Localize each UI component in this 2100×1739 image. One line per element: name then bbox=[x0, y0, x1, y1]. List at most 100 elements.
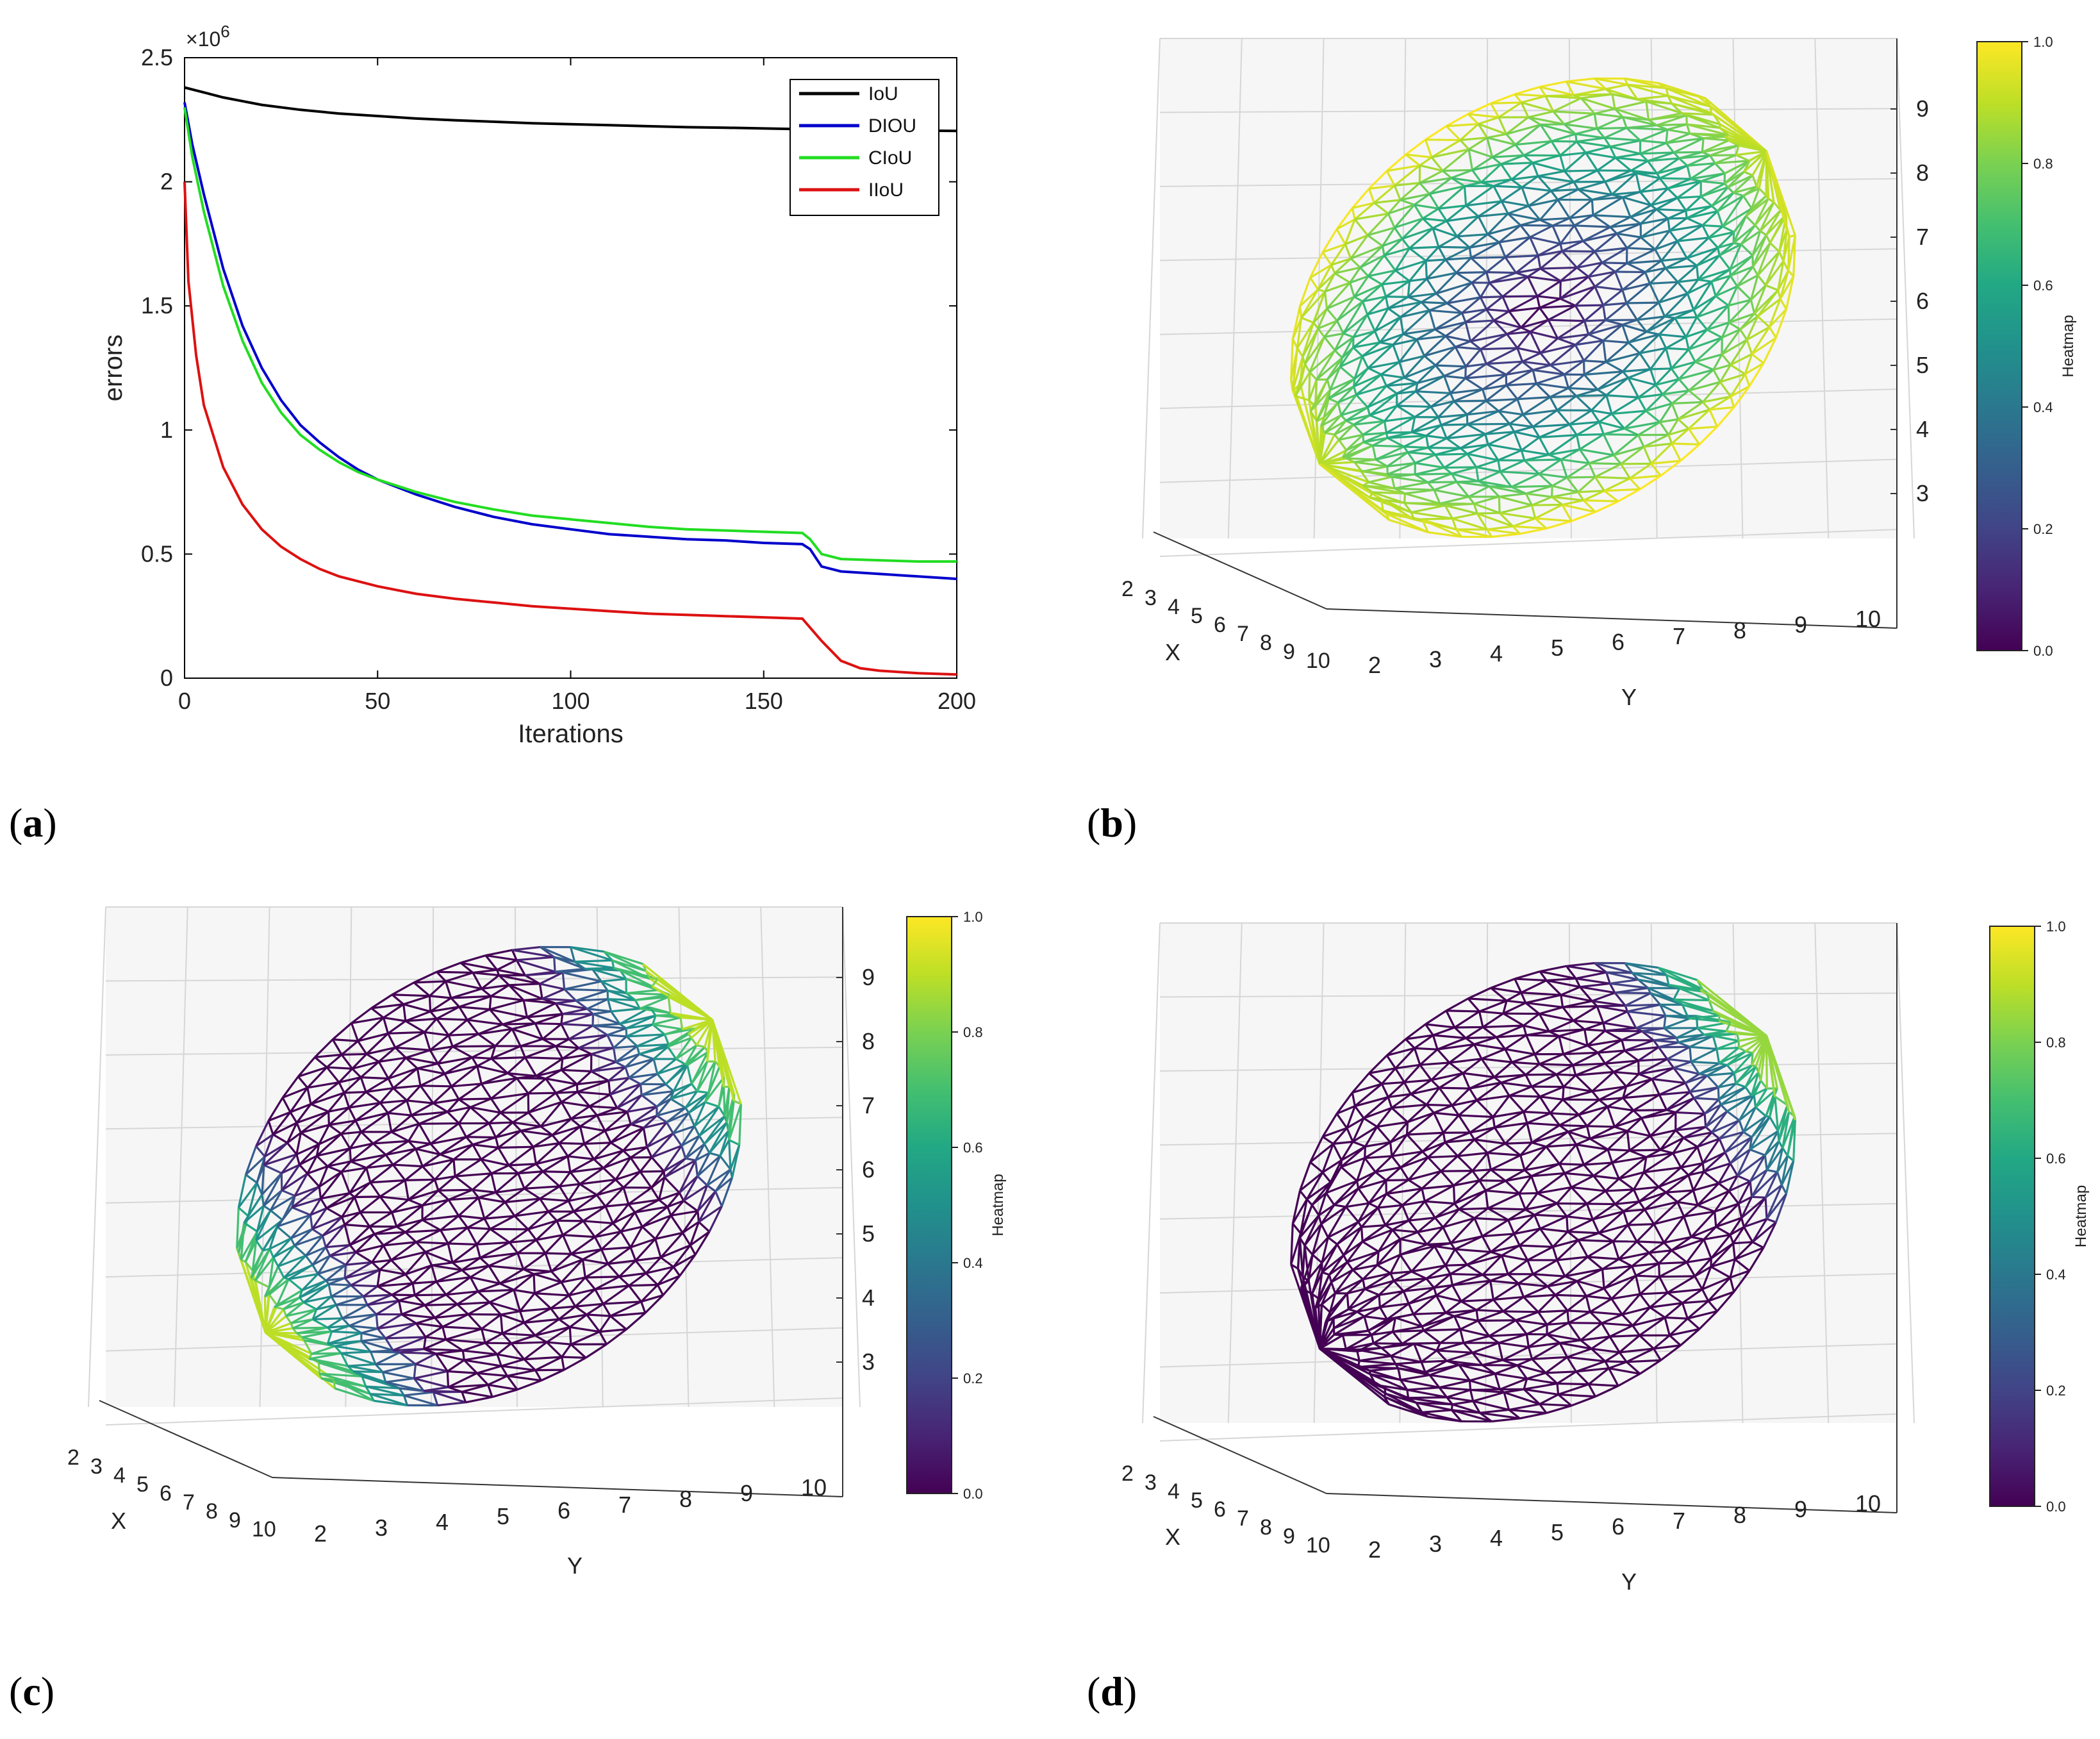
mesh-edge bbox=[1538, 1013, 1550, 1032]
mesh-edge bbox=[395, 1046, 431, 1051]
mesh-edge bbox=[436, 961, 461, 973]
mesh-edge bbox=[1689, 426, 1717, 430]
mesh-edge bbox=[1622, 370, 1630, 379]
mesh-edge bbox=[1366, 314, 1376, 332]
mesh-edge bbox=[1318, 1204, 1335, 1217]
mesh-edge bbox=[1572, 1051, 1599, 1067]
legend-label-iiou: IIoU bbox=[868, 179, 904, 201]
mesh-edge bbox=[1368, 188, 1375, 204]
mesh-edge bbox=[1343, 1226, 1362, 1256]
mesh-edge bbox=[244, 1240, 258, 1263]
mesh-edge bbox=[1366, 385, 1387, 408]
mesh-edge bbox=[324, 1247, 331, 1256]
mesh-edge bbox=[1519, 1411, 1547, 1420]
mesh-edge bbox=[1367, 254, 1385, 277]
mesh-edge bbox=[1584, 319, 1606, 322]
mesh-edge bbox=[1665, 257, 1688, 269]
mesh-edge bbox=[1476, 513, 1488, 530]
mesh-edge bbox=[1559, 1163, 1584, 1166]
mesh-edge bbox=[1319, 461, 1355, 465]
mesh-edge bbox=[1551, 495, 1584, 502]
mesh-edge bbox=[290, 1103, 311, 1113]
mesh-edge bbox=[640, 1072, 658, 1085]
mesh-edge bbox=[556, 1045, 579, 1049]
mesh-edge bbox=[597, 1111, 627, 1117]
mesh-edge bbox=[1361, 1224, 1385, 1228]
mesh-edge bbox=[625, 978, 658, 992]
mesh-edge bbox=[1325, 281, 1351, 293]
mesh-edge bbox=[1655, 197, 1678, 210]
mesh-edge bbox=[422, 1158, 454, 1168]
z-tick-label: 3 bbox=[862, 1349, 875, 1375]
mesh-edge bbox=[447, 1106, 471, 1113]
y-tick-label: 0.5 bbox=[141, 540, 173, 567]
mesh-edge bbox=[1557, 1394, 1573, 1407]
mesh-edge bbox=[1592, 214, 1611, 228]
mesh-edge bbox=[1779, 298, 1787, 310]
mesh-edge bbox=[1649, 369, 1657, 386]
mesh-edge bbox=[1555, 1064, 1574, 1076]
mesh-edge bbox=[1539, 1402, 1572, 1407]
mesh-edge bbox=[1353, 414, 1371, 426]
mesh-edge bbox=[1519, 224, 1531, 238]
mesh-edge bbox=[1610, 1298, 1623, 1315]
mesh-edge bbox=[672, 1266, 681, 1277]
mesh-edge bbox=[416, 1322, 443, 1328]
mesh-edge bbox=[719, 1139, 731, 1157]
mesh-edge bbox=[1300, 290, 1326, 319]
mesh-edge bbox=[1719, 381, 1732, 397]
mesh-edge bbox=[429, 1045, 453, 1051]
mesh-edge bbox=[368, 1211, 393, 1227]
mesh-edge bbox=[1523, 1024, 1550, 1033]
mesh-edge bbox=[283, 1254, 307, 1279]
mesh-edge bbox=[236, 1207, 240, 1249]
mesh-edge bbox=[1682, 1288, 1703, 1304]
mesh-edge bbox=[1629, 463, 1652, 479]
y-tick-label: 10 bbox=[1855, 606, 1881, 632]
mesh-edge bbox=[415, 1148, 424, 1167]
mesh-edge bbox=[1650, 187, 1669, 206]
mesh-edge bbox=[1717, 192, 1735, 212]
mesh-edge bbox=[725, 1086, 731, 1123]
mesh-edge bbox=[1368, 476, 1393, 483]
mesh-edge bbox=[1409, 227, 1434, 249]
mesh-edge bbox=[1459, 123, 1479, 141]
mesh-edge bbox=[1521, 352, 1541, 363]
mesh-edge bbox=[1660, 177, 1691, 180]
mesh-edge bbox=[1362, 283, 1383, 303]
mesh-edge bbox=[1671, 403, 1680, 420]
mesh-edge bbox=[397, 1300, 403, 1315]
mesh-edge bbox=[1404, 502, 1446, 507]
mesh-edge bbox=[1539, 297, 1561, 309]
mesh-edge bbox=[1357, 1347, 1382, 1351]
mesh-edge bbox=[411, 1283, 416, 1295]
mesh-edge bbox=[1429, 309, 1462, 314]
mesh-edge bbox=[1416, 338, 1426, 356]
mesh-edge bbox=[1550, 344, 1576, 366]
mesh-edge bbox=[435, 1352, 465, 1361]
mesh-edge bbox=[1386, 1047, 1415, 1057]
mesh-edge bbox=[1498, 242, 1507, 258]
mesh-edge bbox=[639, 995, 669, 1010]
mesh-edge bbox=[1627, 83, 1669, 97]
mesh-edge bbox=[1576, 1280, 1605, 1290]
mesh-edge bbox=[1630, 474, 1661, 479]
mesh-edge bbox=[1403, 328, 1435, 335]
mesh-edge bbox=[1544, 1372, 1558, 1385]
mesh-edge bbox=[1556, 410, 1571, 426]
legend-label-diou: DIOU bbox=[868, 115, 916, 137]
mesh-edge bbox=[1432, 227, 1458, 238]
mesh-edge bbox=[512, 1121, 542, 1127]
mesh-edge bbox=[563, 988, 577, 1002]
mesh-edge bbox=[1567, 476, 1596, 479]
mesh-edge bbox=[1486, 1152, 1492, 1170]
mesh-edge bbox=[1621, 1313, 1633, 1327]
mesh-edge bbox=[1559, 1342, 1592, 1350]
mesh-edge bbox=[1446, 423, 1468, 440]
mesh-edge bbox=[1580, 1322, 1603, 1342]
mesh-edge bbox=[1523, 1296, 1539, 1313]
mesh-edge bbox=[436, 1276, 471, 1283]
mesh-edge bbox=[508, 1145, 534, 1167]
mesh-edge bbox=[1605, 352, 1641, 363]
mesh-edge bbox=[1434, 1208, 1460, 1219]
